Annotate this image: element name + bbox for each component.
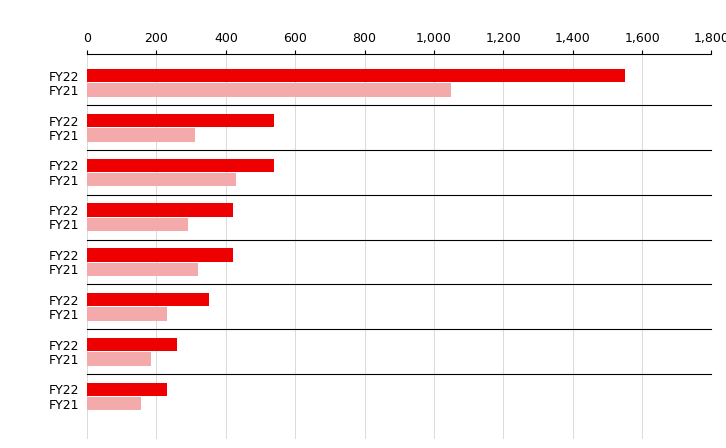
Bar (87, 83, 452, 97)
Bar (87, 397, 141, 410)
Bar (87, 173, 236, 186)
Bar (87, 128, 195, 142)
Bar (87, 248, 233, 262)
Bar (87, 307, 167, 321)
Bar (87, 338, 177, 351)
Bar (87, 218, 188, 231)
Bar (87, 159, 274, 172)
Bar (87, 203, 233, 217)
Bar (87, 69, 625, 82)
Bar (87, 293, 208, 306)
Bar (87, 352, 151, 366)
Bar (87, 263, 198, 276)
Bar (87, 383, 167, 396)
Bar (87, 114, 274, 127)
